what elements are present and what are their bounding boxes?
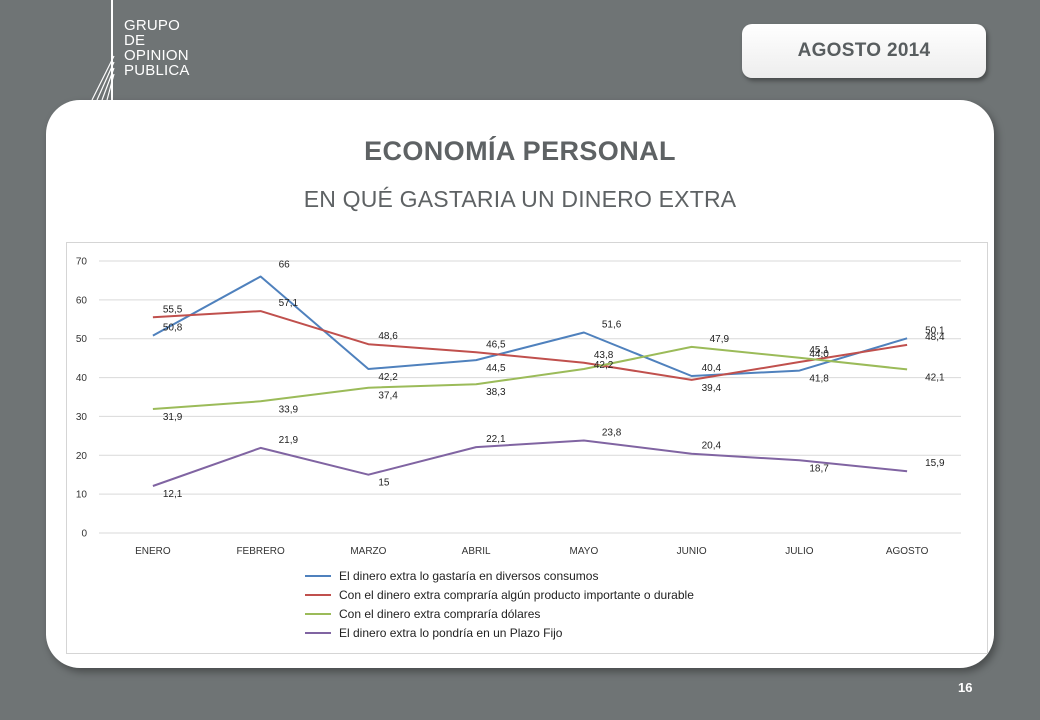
logo-text: GRUPO DE OPINION PUBLICA: [124, 18, 190, 78]
x-tick-label: AGOSTO: [886, 546, 929, 557]
date-badge: AGOSTO 2014: [742, 24, 986, 78]
series-line-1: [152, 275, 908, 377]
legend-swatch: [305, 612, 331, 615]
data-label: 55,5: [163, 304, 183, 315]
legend-swatch: [305, 574, 331, 577]
legend-item: El dinero extra lo gastaría en diversos …: [305, 566, 694, 585]
legend-label: El dinero extra lo pondría en un Plazo F…: [339, 625, 563, 640]
y-tick-label: 50: [76, 334, 88, 345]
x-tick-label: MAYO: [570, 546, 599, 557]
logo-line: DE: [124, 32, 146, 49]
data-label: 48,6: [378, 331, 398, 342]
data-label: 45,1: [809, 345, 829, 356]
x-tick-label: MARZO: [350, 546, 386, 557]
data-label: 41,8: [809, 374, 829, 385]
logo-line: OPINION: [124, 47, 189, 64]
y-tick-label: 20: [76, 451, 88, 462]
data-label: 38,3: [486, 387, 506, 398]
data-label: 66: [279, 260, 291, 271]
logo-line: PUBLICA: [124, 62, 190, 79]
logo-line: GRUPO: [124, 17, 181, 34]
data-label: 31,9: [163, 412, 183, 423]
series-line-4: [152, 439, 908, 487]
data-label: 23,8: [602, 428, 622, 439]
legend-swatch: [305, 593, 331, 596]
data-label: 42,2: [378, 372, 398, 383]
page-number: 16: [958, 680, 973, 695]
y-tick-label: 60: [76, 295, 88, 306]
data-label: 51,6: [602, 319, 622, 330]
y-tick-label: 0: [81, 529, 87, 540]
data-label: 15: [378, 478, 390, 489]
data-label: 50,1: [925, 325, 945, 336]
slide-subtitle: EN QUÉ GASTARIA UN DINERO EXTRA: [303, 186, 737, 212]
data-label: 12,1: [163, 489, 183, 500]
series-line-3: [152, 345, 908, 410]
line-chart: 0 10 20 30 40 50 60 70 ENERO FEBRERO MARZO ABRIL MAY…: [76, 257, 961, 557]
legend-item: Con el dinero extra compraría algún prod…: [305, 585, 694, 604]
y-tick-label: 40: [76, 373, 88, 384]
y-tick-label: 30: [76, 412, 88, 423]
data-label: 50,8: [163, 323, 183, 334]
legend-item: El dinero extra lo pondría en un Plazo F…: [305, 623, 694, 642]
series-line-2: [152, 310, 908, 381]
data-label: 20,4: [702, 441, 722, 452]
data-label: 43,8: [594, 350, 614, 361]
data-label: 40,4: [702, 363, 722, 374]
data-label: 22,1: [486, 434, 506, 445]
data-label: 15,9: [925, 458, 945, 469]
data-label: 44,5: [486, 363, 506, 374]
data-label: 18,7: [809, 463, 829, 474]
data-label: 39,4: [702, 383, 722, 394]
logo-stripes-icon: [91, 0, 115, 104]
data-label: 57,1: [279, 298, 299, 309]
y-tick-label: 70: [76, 257, 88, 268]
x-tick-label: JUNIO: [677, 546, 707, 557]
data-label: 42,1: [925, 372, 945, 383]
x-tick-label: ABRIL: [462, 546, 491, 557]
legend-item: Con el dinero extra compraría dólares: [305, 604, 694, 623]
data-label: 46,5: [486, 339, 506, 350]
data-label: 48,4: [925, 332, 945, 343]
data-label: 42,2: [594, 360, 614, 371]
y-tick-label: 10: [76, 490, 88, 501]
legend-label: El dinero extra lo gastaría en diversos …: [339, 568, 599, 583]
legend-swatch: [305, 631, 331, 634]
chart-legend: El dinero extra lo gastaría en diversos …: [305, 566, 694, 642]
legend-label: Con el dinero extra compraría dólares: [339, 606, 541, 621]
slide-title: ECONOMÍA PERSONAL: [364, 136, 676, 166]
data-label: 37,4: [378, 391, 398, 402]
data-label: 47,9: [710, 334, 730, 345]
x-tick-label: ENERO: [135, 546, 171, 557]
data-label: 33,9: [279, 404, 299, 415]
x-tick-label: FEBRERO: [236, 546, 285, 557]
legend-label: Con el dinero extra compraría algún prod…: [339, 587, 694, 602]
data-label: 44,0: [809, 349, 829, 360]
data-label: 21,9: [279, 435, 299, 446]
x-tick-label: JULIO: [785, 546, 814, 557]
chart-frame: 0 10 20 30 40 50 60 70 ENERO FEBRERO MARZO ABRIL MAY…: [66, 242, 988, 654]
